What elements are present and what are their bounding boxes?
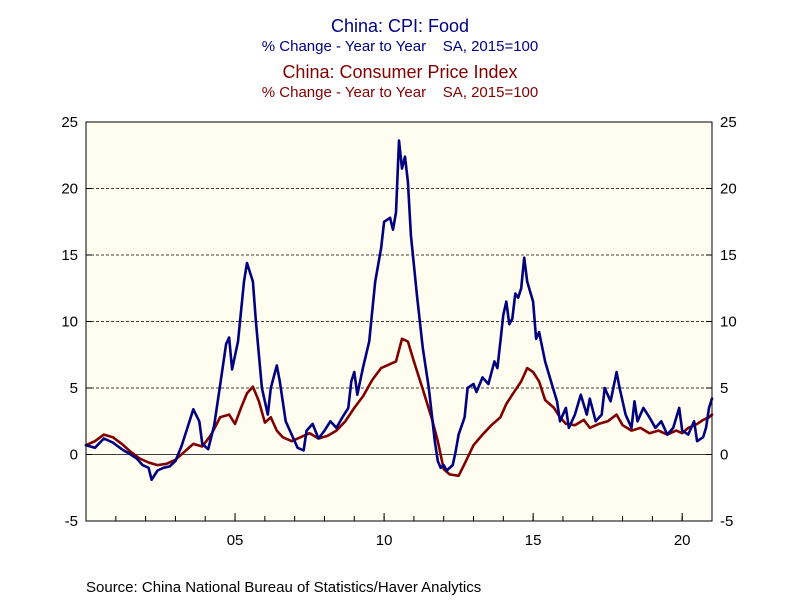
y-tick-label: 20: [61, 181, 78, 198]
plot-frame: [85, 121, 713, 522]
series1-title: China: CPI: Food: [330, 16, 470, 36]
series2-title: China: Consumer Price Index: [282, 62, 518, 82]
series-lines: [84, 139, 714, 482]
y-tick-label-right: 10: [720, 314, 737, 331]
series1-subtitle: % Change - Year to Year SA, 2015=100: [261, 38, 539, 55]
y-tick-label: -5: [65, 513, 78, 530]
gridlines: [86, 188, 712, 455]
cpi-food-line: [84, 139, 714, 482]
y-tick-label: 25: [61, 114, 78, 131]
x-tick-label: 05: [227, 532, 244, 549]
x-tick-label: 15: [525, 532, 542, 549]
series2-subtitle: % Change - Year to Year SA, 2015=100: [261, 84, 539, 101]
y-tick-label: 10: [61, 314, 78, 331]
y-tick-label: 0: [70, 447, 78, 464]
y-tick-label-right: 0: [720, 447, 728, 464]
source-note: Source: China National Bureau of Statist…: [86, 579, 482, 596]
y-tick-label: 15: [61, 247, 78, 264]
x-tick-label: 10: [376, 532, 393, 549]
y-tick-label: 5: [70, 380, 78, 397]
y-tick-label-right: 5: [720, 380, 728, 397]
cpi-line: [84, 337, 714, 478]
y-tick-label-right: 15: [720, 247, 737, 264]
x-tick-label: 20: [674, 532, 691, 549]
y-tick-label-right: 20: [720, 181, 737, 198]
y-tick-label-right: 25: [720, 114, 737, 131]
y-tick-label-right: -5: [720, 513, 733, 530]
